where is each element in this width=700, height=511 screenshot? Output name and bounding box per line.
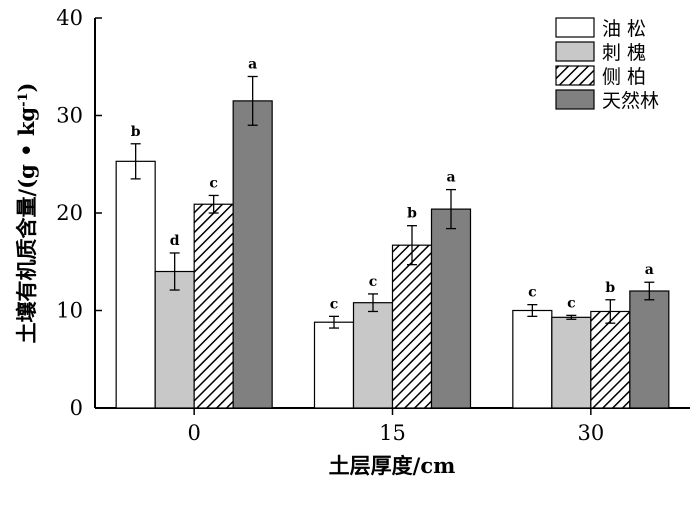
bar: [352, 302, 394, 409]
legend-label: 侧 柏: [602, 66, 646, 88]
legend-label: 天然林: [602, 90, 659, 112]
legend-swatch: [555, 89, 595, 110]
bar: [590, 310, 631, 409]
legend-label: 油 松: [602, 18, 646, 40]
significance-label: b: [131, 124, 141, 140]
legend-label: 刺 槐: [602, 42, 646, 64]
x-tick-label: 0: [187, 421, 200, 445]
significance-label: a: [248, 57, 257, 73]
y-tick-label: 0: [70, 396, 83, 420]
legend-swatch: [555, 41, 595, 62]
significance-label: c: [567, 295, 576, 311]
bar: [115, 160, 156, 409]
bar: [193, 203, 234, 409]
y-axis-label: 土壤有机质含量/(g • kg-1): [14, 83, 39, 344]
y-tick-label: 10: [56, 299, 83, 323]
y-tick-label: 30: [56, 104, 83, 128]
significance-label: a: [645, 262, 654, 278]
significance-label: d: [170, 233, 180, 249]
significance-label: b: [605, 280, 615, 296]
significance-label: c: [330, 296, 339, 312]
significance-label: a: [446, 170, 455, 186]
bar: [154, 270, 195, 409]
x-tick-label: 15: [379, 421, 406, 445]
legend-swatch: [555, 65, 595, 86]
bar: [512, 309, 553, 409]
bar: [551, 316, 592, 409]
bar: [313, 321, 355, 409]
bar: [430, 208, 472, 409]
legend-swatch: [555, 17, 595, 38]
bar: [391, 244, 433, 409]
x-tick-label: 30: [577, 421, 604, 445]
bar: [629, 290, 670, 409]
y-tick-label: 40: [56, 6, 83, 30]
x-axis-label: 土层厚度/cm: [329, 453, 456, 478]
significance-label: c: [528, 285, 537, 301]
significance-label: c: [209, 175, 218, 191]
bar: [232, 100, 273, 409]
significance-label: c: [369, 274, 378, 290]
significance-label: b: [407, 206, 417, 222]
y-tick-label: 20: [56, 201, 83, 225]
